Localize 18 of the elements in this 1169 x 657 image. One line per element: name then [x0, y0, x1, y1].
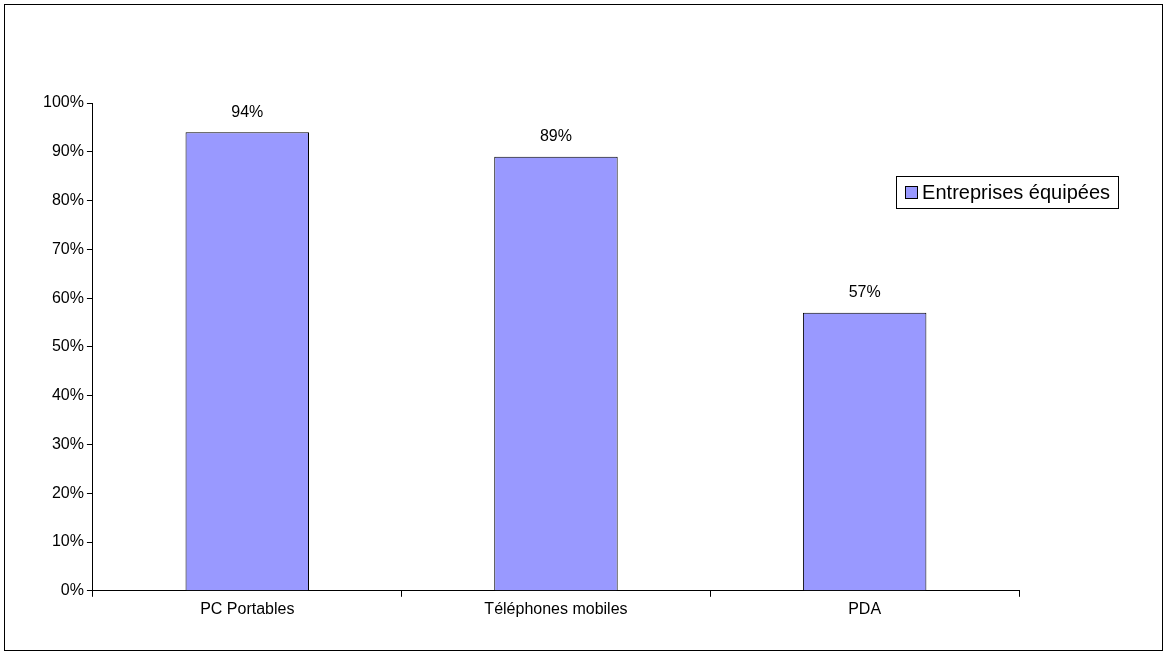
y-tick-label: 40% [51, 386, 84, 404]
data-label: 57% [848, 283, 881, 301]
y-tick-label: 70% [51, 239, 84, 257]
y-tick-label: 20% [51, 483, 84, 501]
y-tick-label: 100% [43, 93, 84, 111]
legend-label: Entreprises équipées [922, 181, 1110, 205]
y-tick-label: 10% [51, 532, 84, 550]
y-tick-label: 60% [51, 288, 84, 306]
y-tick-label: 50% [51, 337, 84, 355]
data-label: 94% [231, 102, 264, 120]
y-tick-label: 30% [51, 434, 84, 452]
data-label: 89% [539, 127, 572, 145]
y-tick-label: 0% [60, 581, 84, 599]
x-tick-label: PDA [848, 599, 882, 617]
y-tick-label: 90% [51, 142, 84, 160]
x-tick-label: Téléphones mobiles [484, 599, 628, 617]
x-tick-label: PC Portables [200, 599, 295, 617]
y-tick-label: 80% [51, 190, 84, 208]
